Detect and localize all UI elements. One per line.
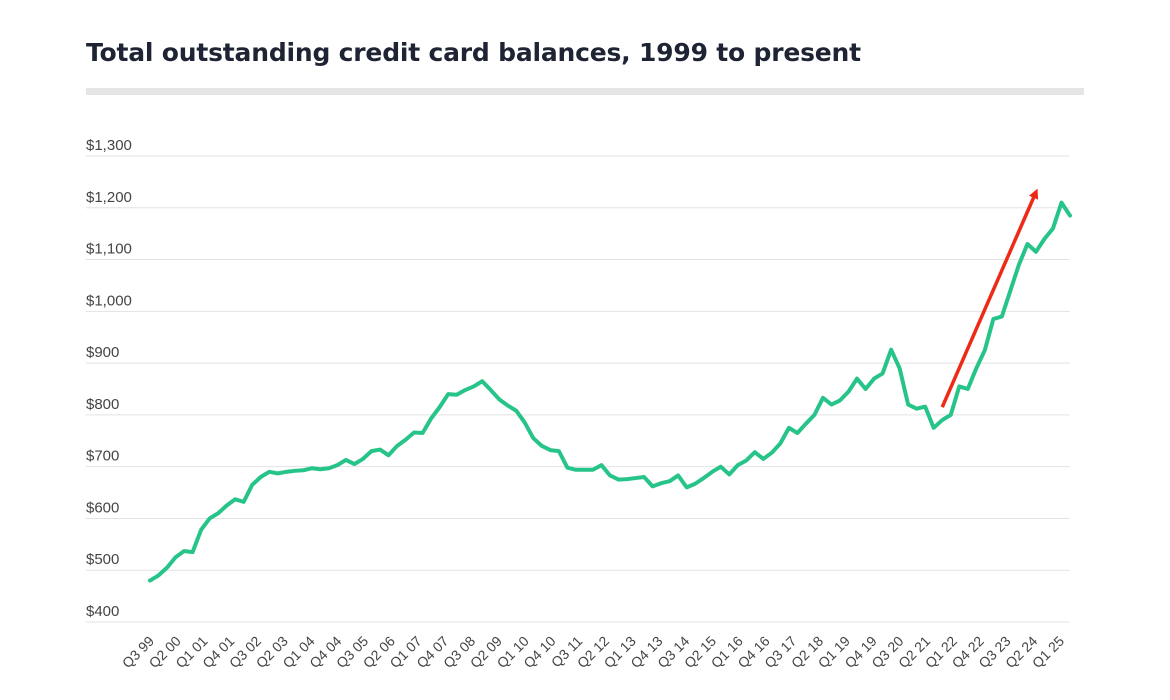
y-tick-label: $600 <box>86 499 119 516</box>
trend-arrow <box>940 188 1039 408</box>
y-tick-label: $1,100 <box>86 241 132 258</box>
y-tick-label: $1,200 <box>86 189 132 206</box>
y-tick-label: $500 <box>86 551 119 568</box>
y-tick-label: $700 <box>86 448 119 465</box>
y-tick-label: $1,000 <box>86 292 132 309</box>
y-tick-label: $800 <box>86 396 119 413</box>
title-divider <box>86 88 1084 95</box>
chart-title: Total outstanding credit card balances, … <box>86 38 861 67</box>
y-tick-label: $1,300 <box>86 137 132 154</box>
y-tick-label: $900 <box>86 344 119 361</box>
y-tick-label: $400 <box>86 603 119 620</box>
